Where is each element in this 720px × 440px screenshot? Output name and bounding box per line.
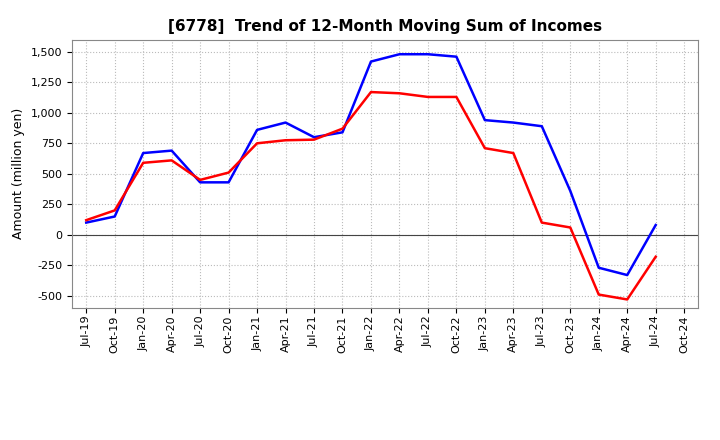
Ordinary Income xyxy=(537,124,546,129)
Net Income xyxy=(537,220,546,225)
Net Income xyxy=(652,254,660,260)
Net Income xyxy=(366,89,375,95)
Net Income xyxy=(423,94,432,99)
Net Income xyxy=(395,91,404,96)
Ordinary Income xyxy=(395,51,404,57)
Net Income xyxy=(310,137,318,142)
Net Income xyxy=(82,217,91,223)
Net Income xyxy=(196,177,204,183)
Net Income xyxy=(509,150,518,156)
Ordinary Income xyxy=(652,222,660,227)
Ordinary Income xyxy=(225,180,233,185)
Net Income xyxy=(480,146,489,151)
Ordinary Income xyxy=(310,135,318,140)
Net Income xyxy=(225,170,233,175)
Y-axis label: Amount (million yen): Amount (million yen) xyxy=(12,108,25,239)
Ordinary Income xyxy=(282,120,290,125)
Ordinary Income xyxy=(623,272,631,278)
Ordinary Income xyxy=(595,265,603,270)
Ordinary Income xyxy=(423,51,432,57)
Net Income xyxy=(338,126,347,131)
Ordinary Income xyxy=(366,59,375,64)
Ordinary Income xyxy=(566,188,575,194)
Line: Ordinary Income: Ordinary Income xyxy=(86,54,656,275)
Ordinary Income xyxy=(253,127,261,132)
Ordinary Income xyxy=(139,150,148,156)
Ordinary Income xyxy=(82,220,91,225)
Ordinary Income xyxy=(509,120,518,125)
Net Income xyxy=(623,297,631,302)
Ordinary Income xyxy=(338,130,347,135)
Ordinary Income xyxy=(480,117,489,123)
Net Income xyxy=(595,292,603,297)
Net Income xyxy=(110,208,119,213)
Ordinary Income xyxy=(452,54,461,59)
Title: [6778]  Trend of 12-Month Moving Sum of Incomes: [6778] Trend of 12-Month Moving Sum of I… xyxy=(168,19,602,34)
Net Income xyxy=(282,138,290,143)
Ordinary Income xyxy=(110,214,119,219)
Net Income xyxy=(566,225,575,230)
Net Income xyxy=(253,141,261,146)
Net Income xyxy=(452,94,461,99)
Net Income xyxy=(139,160,148,165)
Ordinary Income xyxy=(167,148,176,153)
Line: Net Income: Net Income xyxy=(86,92,656,300)
Ordinary Income xyxy=(196,180,204,185)
Net Income xyxy=(167,158,176,163)
